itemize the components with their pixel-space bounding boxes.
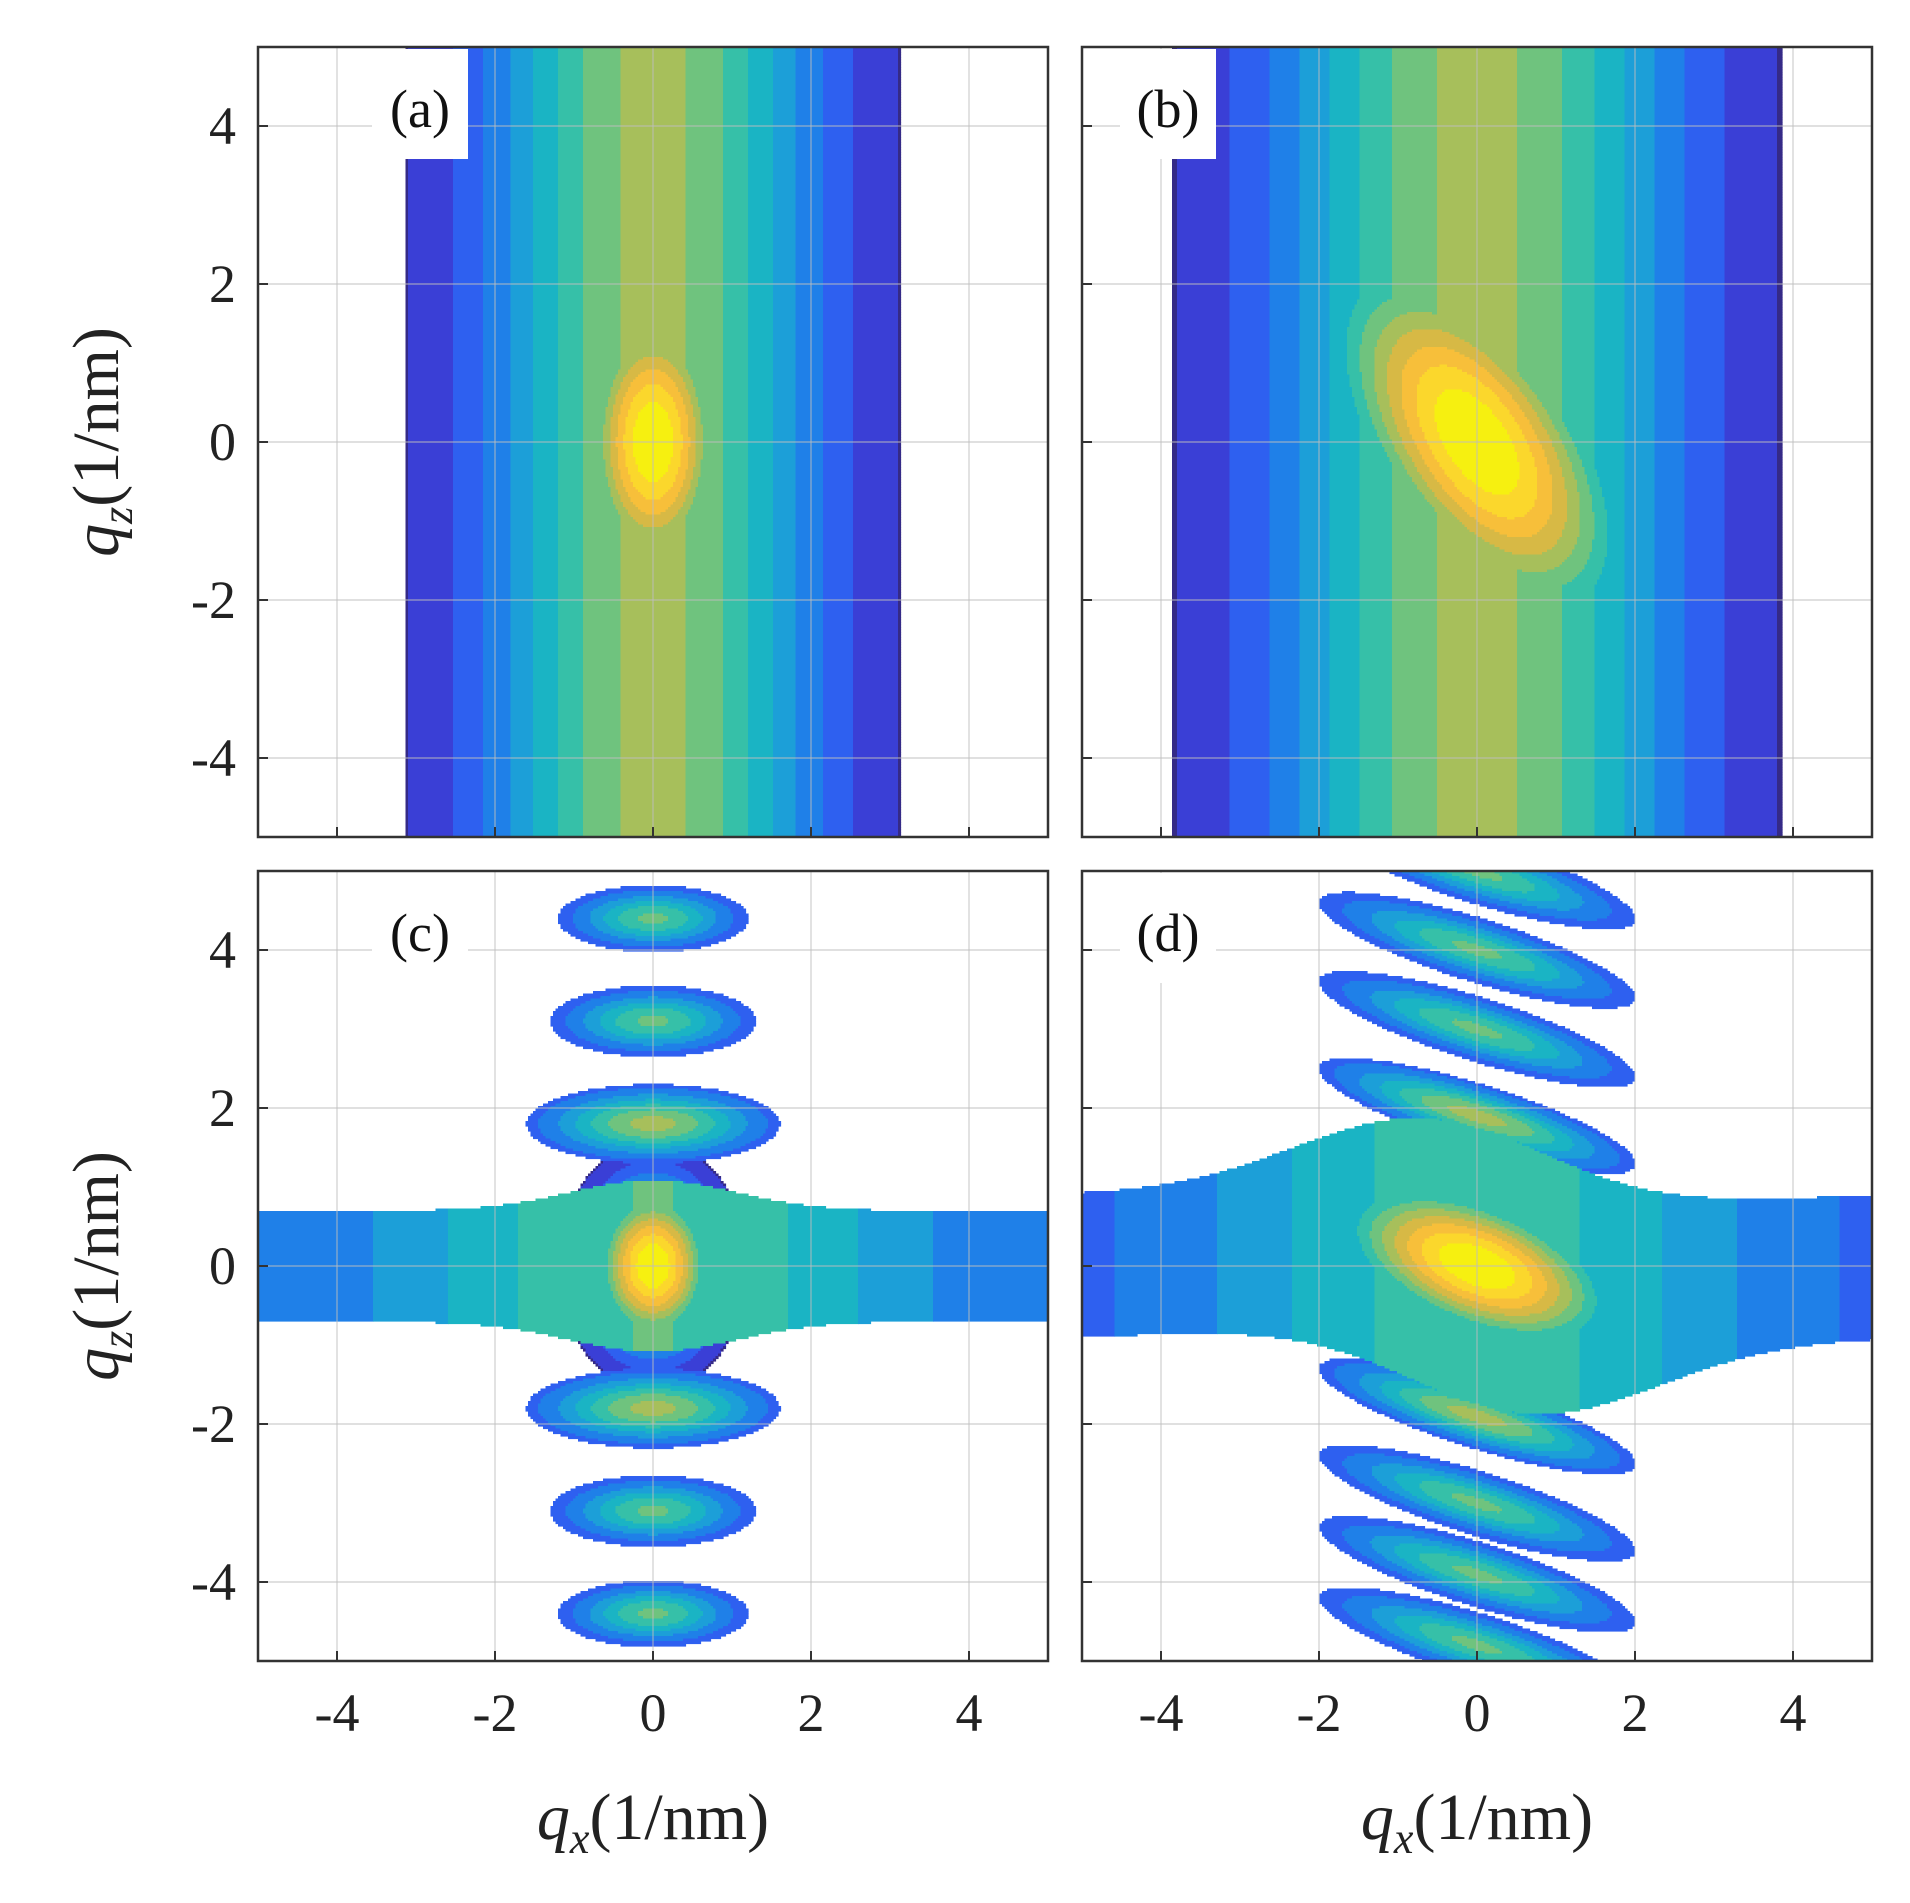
x-axis-unit: (1/nm) [589, 1781, 769, 1854]
y-axis-subscript: z [93, 1331, 142, 1349]
y-axis-unit: (1/nm) [60, 1151, 133, 1331]
x-tick-label: -2 [473, 1683, 518, 1743]
y-tick-label: 2 [209, 254, 236, 314]
x-tick-label: 4 [956, 1683, 983, 1743]
x-axis-subscript: x [1393, 1814, 1414, 1863]
y-tick-label: -2 [191, 1394, 236, 1454]
x-tick-label: 2 [798, 1683, 825, 1743]
y-axis-label: qz(1/nm) [60, 1151, 142, 1381]
panel-tag-box [372, 873, 468, 983]
heatmap-b [1172, 47, 1783, 837]
y-tick-label: 4 [209, 920, 236, 980]
x-tick-label: -4 [1139, 1683, 1184, 1743]
y-tick-label: 2 [209, 1078, 236, 1138]
y-tick-label: 0 [209, 412, 236, 472]
y-axis-symbol: q [60, 1348, 133, 1381]
y-axis-unit: (1/nm) [60, 327, 133, 507]
panel-tag-box [1120, 49, 1216, 159]
y-tick-label: 0 [209, 1236, 236, 1296]
panel-tag-box [1120, 873, 1216, 983]
x-tick-label: 0 [1464, 1683, 1491, 1743]
x-tick-label: 4 [1780, 1683, 1807, 1743]
panel-d: (d) -4 -2 0 2 4 qx(1/nm) [1080, 869, 1874, 1863]
panel-b: (b) [1080, 45, 1874, 839]
panel-tag-a: (a) [390, 79, 450, 139]
panel-tag-d: (d) [1137, 903, 1200, 963]
panel-tag-c: (c) [390, 903, 450, 963]
x-axis-symbol: q [1361, 1781, 1394, 1854]
panel-a: (a) -4 -2 0 2 4 qz(1/nm) [60, 45, 1050, 839]
x-tick-label: 2 [1622, 1683, 1649, 1743]
x-axis-symbol: q [537, 1781, 570, 1854]
x-axis-label: qx(1/nm) [537, 1781, 769, 1863]
x-tick-label: -2 [1297, 1683, 1342, 1743]
y-axis-label: qz(1/nm) [60, 327, 142, 557]
x-axis-label: qx(1/nm) [1361, 1781, 1593, 1863]
x-axis-subscript: x [569, 1814, 590, 1863]
y-tick-label: -2 [191, 570, 236, 630]
panel-tag-b: (b) [1137, 79, 1200, 139]
y-tick-label: 4 [209, 96, 236, 156]
y-axis-symbol: q [60, 524, 133, 557]
x-tick-label: 0 [640, 1683, 667, 1743]
y-tick-label: -4 [191, 728, 236, 788]
y-tick-label: -4 [191, 1552, 236, 1612]
x-axis-unit: (1/nm) [1413, 1781, 1593, 1854]
y-axis-subscript: z [93, 507, 142, 525]
panel-tag-box [372, 49, 468, 159]
heatmap-d [1082, 871, 1872, 1661]
x-tick-label: -4 [315, 1683, 360, 1743]
